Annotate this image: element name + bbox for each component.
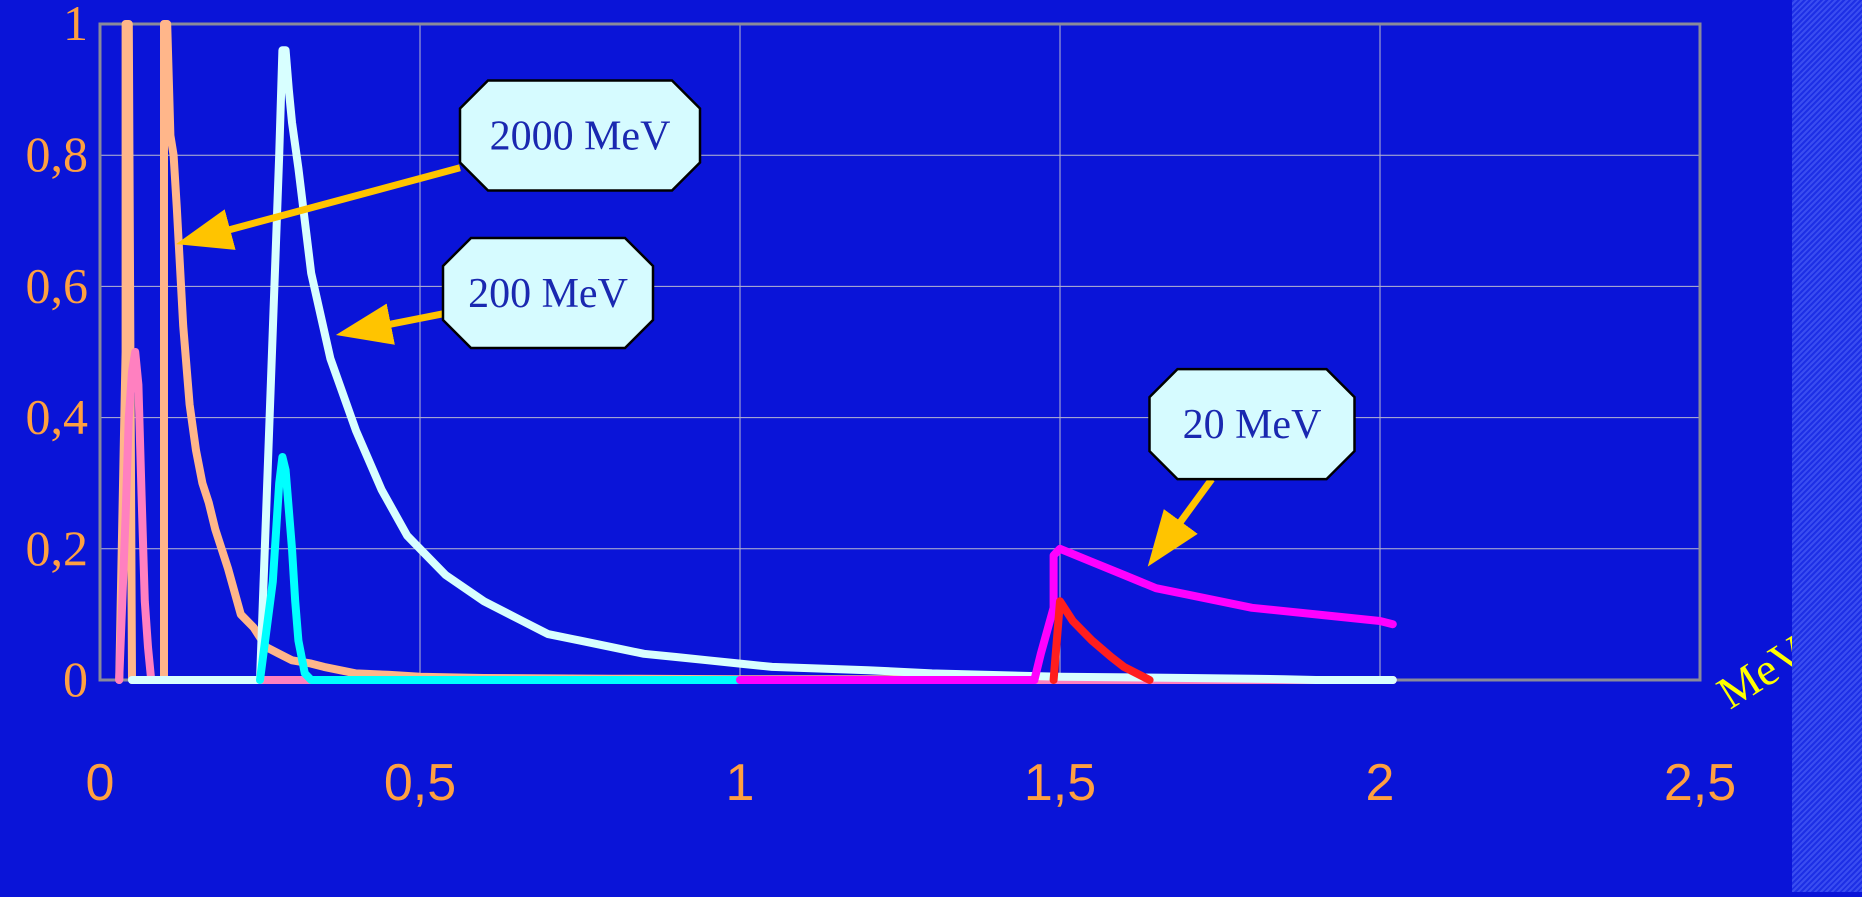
plot-frame [98, 22, 1702, 682]
y-tick-label: 0,2 [26, 520, 89, 576]
callout-box-1 [441, 236, 655, 350]
callout-arrow-2 [1147, 477, 1215, 567]
gridlines [100, 24, 1700, 680]
x-tick-label: 1,5 [1024, 754, 1096, 812]
callout-arrow-1 [335, 303, 444, 345]
y-tick-label: 0 [63, 651, 88, 707]
x-tick-label: 2 [1366, 754, 1395, 812]
callout-label-1: 200 MeV [468, 271, 628, 317]
x-tick-label: 1 [726, 754, 755, 812]
x-tick-label: 0,5 [384, 754, 456, 812]
x-tick-label: 0 [86, 754, 115, 812]
callout-arrow-0 [176, 164, 461, 250]
series-line-5 [1049, 597, 1154, 684]
x-tick-label: 2,5 [1664, 754, 1736, 812]
annotations: 2000 MeV 200 MeV 20 MeV [176, 79, 1356, 567]
series-line-0 [115, 20, 1397, 684]
y-tick-label: 0,4 [26, 389, 89, 445]
series-line-2 [128, 46, 1397, 684]
y-tick-label: 1 [63, 0, 88, 51]
callout-label-2: 20 MeV [1183, 402, 1322, 448]
series-line-4 [736, 544, 1397, 684]
callout-label-0: 2000 MeV [490, 114, 671, 160]
callout-box-2 [1148, 367, 1356, 481]
axes [98, 22, 1702, 682]
decorative-stripe [1792, 0, 1862, 892]
series-lines [115, 20, 1397, 684]
series-line-3 [256, 453, 744, 684]
y-tick-label: 0,6 [26, 257, 89, 313]
y-tick-label: 0,8 [26, 126, 89, 182]
callout-box-0 [458, 79, 702, 192]
